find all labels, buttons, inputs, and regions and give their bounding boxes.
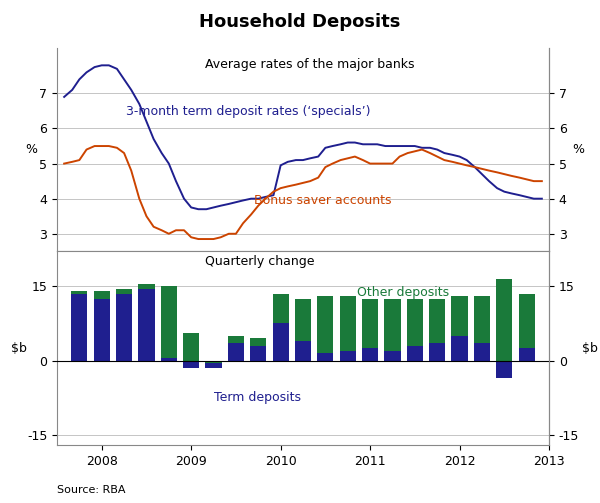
Y-axis label: $b: $b	[11, 342, 26, 355]
Bar	[250, 346, 266, 361]
Bar	[272, 294, 289, 323]
Bar	[362, 348, 378, 361]
Bar	[183, 333, 199, 361]
Bar	[451, 336, 467, 361]
Bar	[340, 296, 356, 351]
Bar	[451, 296, 467, 336]
Bar	[407, 346, 423, 361]
Bar	[429, 343, 445, 361]
Bar	[496, 279, 512, 361]
Bar	[228, 343, 244, 361]
Bar	[71, 291, 88, 294]
Bar	[71, 294, 88, 361]
Bar	[518, 294, 535, 348]
Bar	[317, 353, 334, 361]
Bar	[116, 289, 132, 294]
Text: Source: RBA: Source: RBA	[57, 485, 125, 495]
Bar	[183, 361, 199, 368]
Y-axis label: $b: $b	[582, 342, 598, 355]
Bar	[272, 323, 289, 361]
Bar	[317, 296, 334, 353]
Bar	[161, 286, 177, 358]
Bar	[94, 299, 110, 361]
Text: Average rates of the major banks: Average rates of the major banks	[205, 58, 414, 71]
Bar	[385, 351, 401, 361]
Bar	[139, 284, 155, 289]
Bar	[407, 299, 423, 346]
Bar	[205, 361, 221, 363]
Bar	[474, 296, 490, 343]
Bar	[295, 299, 311, 341]
Bar	[496, 361, 512, 378]
Bar	[205, 361, 221, 368]
Bar	[362, 299, 378, 348]
Bar	[161, 358, 177, 361]
Text: Other deposits: Other deposits	[357, 286, 449, 299]
Bar	[340, 351, 356, 361]
Bar	[228, 336, 244, 343]
Y-axis label: %: %	[572, 143, 584, 156]
Text: Term deposits: Term deposits	[214, 391, 301, 404]
Text: 3-month term deposit rates (‘specials’): 3-month term deposit rates (‘specials’)	[126, 105, 370, 118]
Bar	[116, 294, 132, 361]
Bar	[139, 289, 155, 361]
Bar	[429, 299, 445, 343]
Text: Bonus saver accounts: Bonus saver accounts	[254, 194, 391, 207]
Y-axis label: %: %	[25, 143, 37, 156]
Bar	[474, 343, 490, 361]
Bar	[385, 299, 401, 351]
Bar	[94, 291, 110, 299]
Bar	[518, 348, 535, 361]
Text: Quarterly change: Quarterly change	[205, 255, 314, 268]
Bar	[295, 341, 311, 361]
Text: Household Deposits: Household Deposits	[199, 13, 401, 31]
Bar	[250, 339, 266, 346]
